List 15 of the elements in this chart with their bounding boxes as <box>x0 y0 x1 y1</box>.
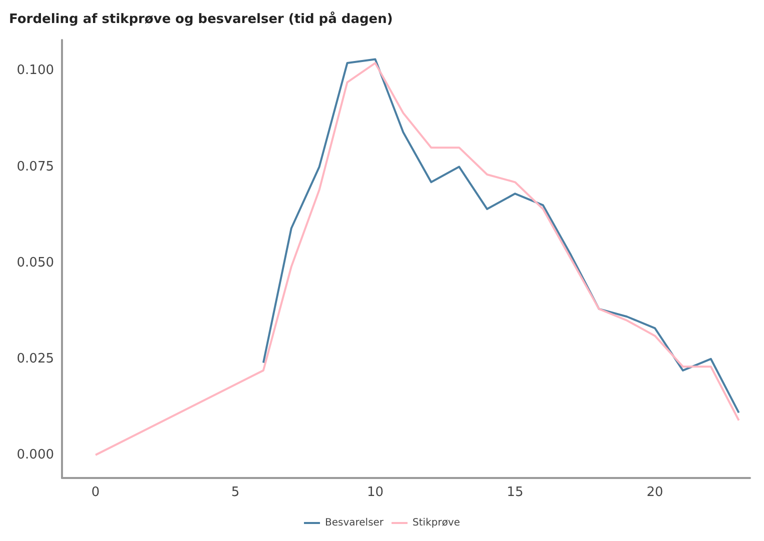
chart-title: Fordeling af stikprøve og besvarelser (tid på dagen) <box>9 11 393 27</box>
x-tick-label: 5 <box>231 485 240 500</box>
x-tick-label: 10 <box>366 485 384 500</box>
line-series <box>94 62 740 456</box>
y-tick-label: 0.025 <box>16 351 54 366</box>
y-tick-label: 0.100 <box>16 63 54 78</box>
x-tick-label: 0 <box>91 485 100 500</box>
y-tick-label: 0.050 <box>16 255 54 270</box>
line-series <box>262 58 740 414</box>
legend-label: Stikprøve <box>412 518 460 528</box>
y-tick-label: 0.075 <box>16 159 54 174</box>
legend-label: Besvarelser <box>324 518 384 528</box>
x-tick-label: 20 <box>646 485 664 500</box>
x-tick-label: 15 <box>506 485 524 500</box>
y-tick-label: 0.000 <box>16 447 54 462</box>
